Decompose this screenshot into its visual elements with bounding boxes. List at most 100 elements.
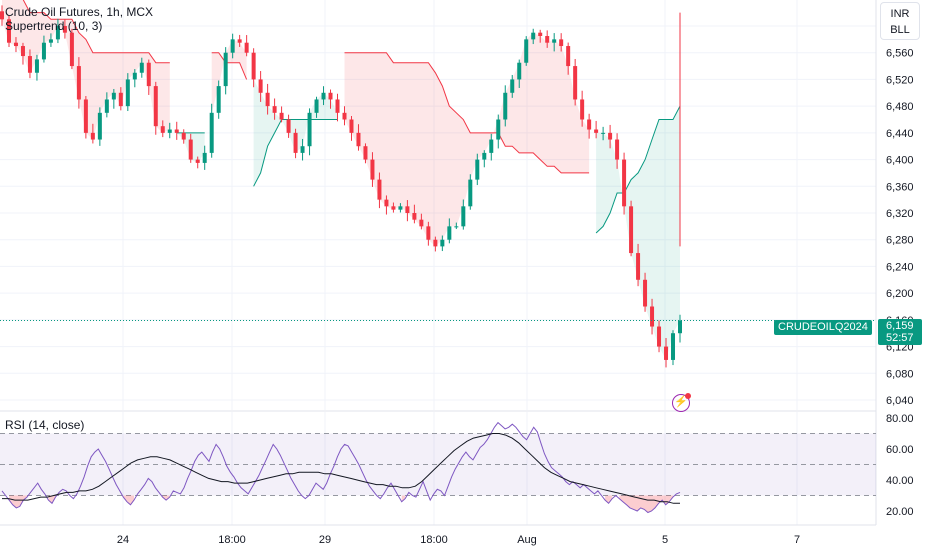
- candle-down: [279, 112, 284, 120]
- indicator-label[interactable]: Supertrend (10, 3): [5, 19, 103, 33]
- price-tick-label: 6,440: [886, 128, 914, 140]
- supertrend-down-line: [344, 52, 590, 174]
- candle-up: [125, 79, 130, 107]
- candle-down: [76, 66, 81, 100]
- rsi-title[interactable]: RSI (14, close): [5, 418, 85, 432]
- candle-down: [370, 159, 375, 180]
- candle-down: [657, 326, 662, 347]
- candle-up: [97, 112, 102, 140]
- candle-up: [104, 99, 109, 113]
- candle-up: [496, 119, 501, 140]
- candle-down: [342, 112, 347, 120]
- rsi-oversold-fill: [9, 495, 27, 508]
- candle-up: [510, 79, 515, 93]
- candle-up: [300, 146, 305, 153]
- candle-down: [622, 159, 627, 207]
- candle-down: [160, 126, 165, 133]
- candle-up: [139, 62, 144, 73]
- candle-up: [202, 152, 207, 163]
- candle-down: [643, 279, 648, 307]
- rsi-oversold-fill: [619, 495, 673, 513]
- candle-down: [328, 92, 333, 100]
- candle-down: [62, 26, 67, 33]
- supertrend-down-fill: [344, 32, 590, 247]
- price-tick-label: 6,080: [886, 368, 914, 380]
- supertrend-down-fill: [211, 39, 247, 113]
- candle-up: [55, 26, 60, 40]
- candle-up: [209, 112, 214, 153]
- candle-down: [174, 129, 179, 133]
- rsi-oversold-fill: [123, 495, 134, 505]
- rsi-tick-label: 80.00: [886, 413, 914, 425]
- price-tick-label: 6,280: [886, 235, 914, 247]
- candle-down: [391, 206, 396, 210]
- candle-down: [90, 132, 95, 140]
- currency-unit-box[interactable]: INR BLL: [880, 2, 920, 40]
- candle-down: [272, 106, 277, 113]
- candle-down: [566, 46, 571, 67]
- supertrend-layer: [2, 0, 681, 360]
- last-price-tag: 6,159 52:57: [878, 319, 922, 345]
- candle-down: [13, 42, 18, 47]
- time-tick-label: 29: [319, 534, 331, 546]
- grid: [0, 0, 877, 526]
- candle-down: [433, 239, 438, 247]
- chart-title[interactable]: Crude Oil Futures, 1h, MCX: [5, 5, 154, 19]
- candle-down: [118, 92, 123, 107]
- candle-down: [559, 39, 564, 47]
- candle-up: [489, 139, 494, 153]
- candle-up: [398, 206, 403, 210]
- candle-down: [195, 159, 200, 163]
- price-tick-label: 6,560: [886, 48, 914, 60]
- candle-down: [69, 32, 74, 67]
- candle-down: [20, 46, 25, 57]
- candle-down: [153, 86, 158, 127]
- candle-up: [321, 92, 326, 100]
- candle-up: [468, 179, 473, 207]
- candle-down: [580, 99, 585, 120]
- candle-down: [594, 129, 599, 133]
- candle-down: [293, 132, 298, 153]
- candle-up: [48, 39, 53, 43]
- axes-layer: 6,6006,5606,5206,4806,4406,4006,3606,320…: [0, 21, 914, 546]
- candle-down: [538, 32, 543, 37]
- candle-up: [475, 159, 480, 180]
- candle-up: [34, 59, 39, 73]
- price-tick-label: 6,400: [886, 155, 914, 167]
- candle-down: [265, 92, 270, 107]
- rsi-tick-label: 20.00: [886, 506, 914, 518]
- supertrend-up-fill: [596, 106, 680, 360]
- candle-up: [41, 42, 46, 60]
- candle-up: [314, 99, 319, 113]
- candle-down: [335, 99, 340, 113]
- candle-up: [216, 86, 221, 113]
- supertrend-down-line: [211, 52, 248, 80]
- candle-up: [503, 92, 508, 120]
- price-tick-label: 6,320: [886, 208, 914, 220]
- time-tick-label: 24: [117, 534, 129, 546]
- candle-down: [664, 346, 669, 360]
- candle-down: [181, 132, 186, 140]
- time-tick-label: 5: [662, 534, 668, 546]
- time-tick-label: 7: [794, 534, 800, 546]
- candle-down: [412, 213, 417, 220]
- candle-down: [363, 146, 368, 160]
- rsi-ma-line: [2, 433, 680, 504]
- price-tick-label: 6,520: [886, 74, 914, 86]
- candle-up: [111, 92, 116, 100]
- candle-up: [167, 129, 172, 133]
- candle-down: [587, 119, 592, 130]
- candle-down: [146, 62, 151, 87]
- lightning-bolt-icon[interactable]: ⚡: [672, 394, 690, 412]
- price-tick-label: 6,040: [886, 395, 914, 407]
- candle-down: [419, 219, 424, 227]
- bar-countdown: 52:57: [886, 332, 914, 344]
- candle-down: [426, 226, 431, 240]
- candle-down: [251, 52, 256, 80]
- candle-up: [447, 226, 452, 240]
- unit-label: BLL: [890, 24, 910, 36]
- candle-up: [482, 152, 487, 160]
- candle-down: [258, 79, 263, 93]
